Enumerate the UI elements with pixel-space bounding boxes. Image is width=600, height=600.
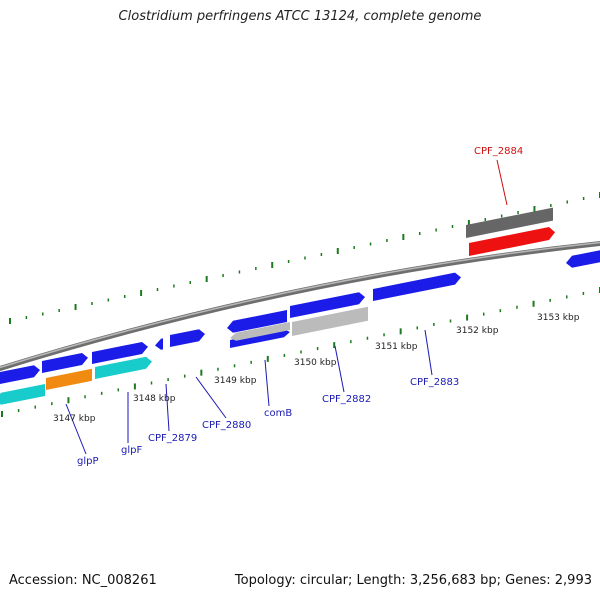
- gene-label-CPF_2882[interactable]: CPF_2882: [322, 394, 371, 405]
- gene-label-CPF_2884[interactable]: CPF_2884: [474, 146, 523, 157]
- gene-arrow-glpP: [0, 384, 45, 405]
- genome-backbone: [0, 241, 600, 372]
- backbone-outer: [0, 241, 600, 372]
- leader-CPF_2884: [496, 159, 508, 206]
- map-title: Clostridium perfringens ATCC 13124, comp…: [118, 9, 482, 24]
- gene-arrow-5: [170, 329, 205, 347]
- gene-arrow-comB: [230, 329, 290, 348]
- gene-arrow-7: [290, 292, 365, 318]
- gene-arrow-9: [566, 250, 600, 268]
- gene-label-CPF_2880[interactable]: CPF_2880: [202, 420, 251, 431]
- gene-arrow-3: [92, 342, 148, 364]
- accession-text: Accession: NC_008261: [9, 573, 157, 588]
- scale-label-3148: 3148 kbp: [133, 394, 176, 404]
- upper-tick-track: [9, 192, 600, 324]
- gene-arrow-4: [155, 338, 163, 350]
- scale-label-3147: 3147 kbp: [53, 414, 96, 424]
- gene-arrow-glpF: [95, 356, 152, 379]
- gene-arrow-orange: [46, 368, 92, 390]
- leader-glpP: [65, 403, 87, 455]
- leader-CPF_2882: [334, 345, 345, 393]
- scale-label-3151: 3151 kbp: [375, 342, 418, 352]
- gene-arrow-gray-top: [466, 207, 553, 238]
- gene-arrow-8: [373, 272, 461, 301]
- gene-arrow-comB-gray: [230, 322, 290, 341]
- gene-label-glpP[interactable]: glpP: [77, 456, 99, 467]
- gene-label-CPF_2879[interactable]: CPF_2879: [148, 433, 197, 444]
- label-leaders: [65, 159, 508, 455]
- gene-label-glpF[interactable]: glpF: [121, 445, 142, 456]
- backbone-highlight: [0, 241, 600, 369]
- scale-label-3150: 3150 kbp: [294, 358, 337, 368]
- lower-tick-track: [1, 287, 600, 417]
- gene-label-CPF_2883[interactable]: CPF_2883: [410, 377, 459, 388]
- gene-arrow-6: [227, 310, 287, 333]
- gene-arrow-1: [0, 365, 40, 385]
- genome-stats-text: Topology: circular; Length: 3,256,683 bp…: [234, 573, 592, 588]
- gene-label-comB[interactable]: comB: [264, 408, 292, 419]
- leader-CPF_2880: [195, 376, 227, 419]
- leader-comB: [264, 359, 270, 407]
- scale-label-3152: 3152 kbp: [456, 326, 499, 336]
- leader-CPF_2883: [424, 329, 433, 376]
- scale-label-3149: 3149 kbp: [214, 376, 257, 386]
- gene-arrow-2: [42, 353, 88, 373]
- gene-arrow-CPF_2884: [469, 227, 555, 256]
- gene-features: [0, 207, 600, 405]
- scale-label-3153: 3153 kbp: [537, 313, 580, 323]
- gene-arrow-CPF_2882: [292, 306, 368, 336]
- leader-CPF_2879: [165, 383, 170, 432]
